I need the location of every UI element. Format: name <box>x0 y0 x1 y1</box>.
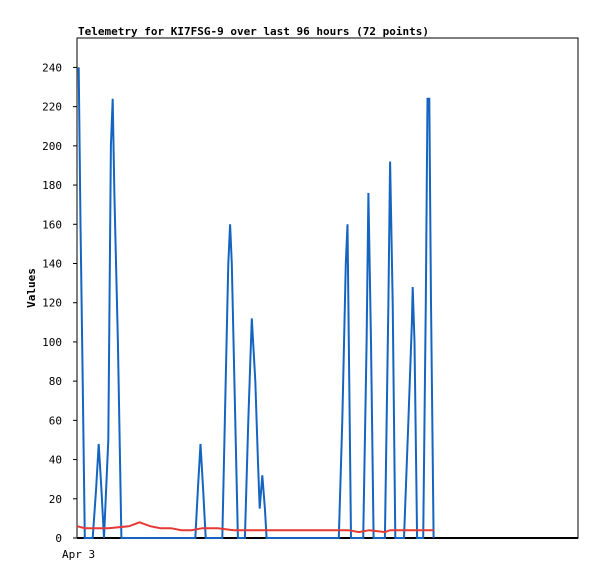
y-tick-label: 0 <box>55 532 62 545</box>
x-axis: Apr 3 <box>62 548 95 561</box>
y-axis-label: Values <box>25 268 38 308</box>
x-tick-label: Apr 3 <box>62 548 95 561</box>
y-tick-label: 220 <box>42 101 62 114</box>
y-tick-label: 80 <box>49 375 62 388</box>
y-tick-label: 60 <box>49 414 62 427</box>
y-tick-label: 200 <box>42 140 62 153</box>
y-tick-label: 120 <box>42 297 62 310</box>
y-tick-label: 160 <box>42 218 62 231</box>
series-group <box>76 67 578 539</box>
series-line-1 <box>77 67 435 539</box>
plot-area <box>76 37 579 539</box>
chart-title: Telemetry for KI7FSG-9 over last 96 hour… <box>78 25 429 38</box>
series-line-2 <box>76 521 434 534</box>
y-tick-label: 40 <box>49 454 62 467</box>
y-tick-label: 140 <box>42 257 62 270</box>
y-tick-label: 180 <box>42 179 62 192</box>
y-tick-label: 240 <box>42 61 62 74</box>
y-axis: 0 20 40 60 80 100 120 140 160 180 200 220 240 <box>42 61 77 545</box>
y-tick-label: 20 <box>49 493 62 506</box>
y-tick-label: 100 <box>42 336 62 349</box>
